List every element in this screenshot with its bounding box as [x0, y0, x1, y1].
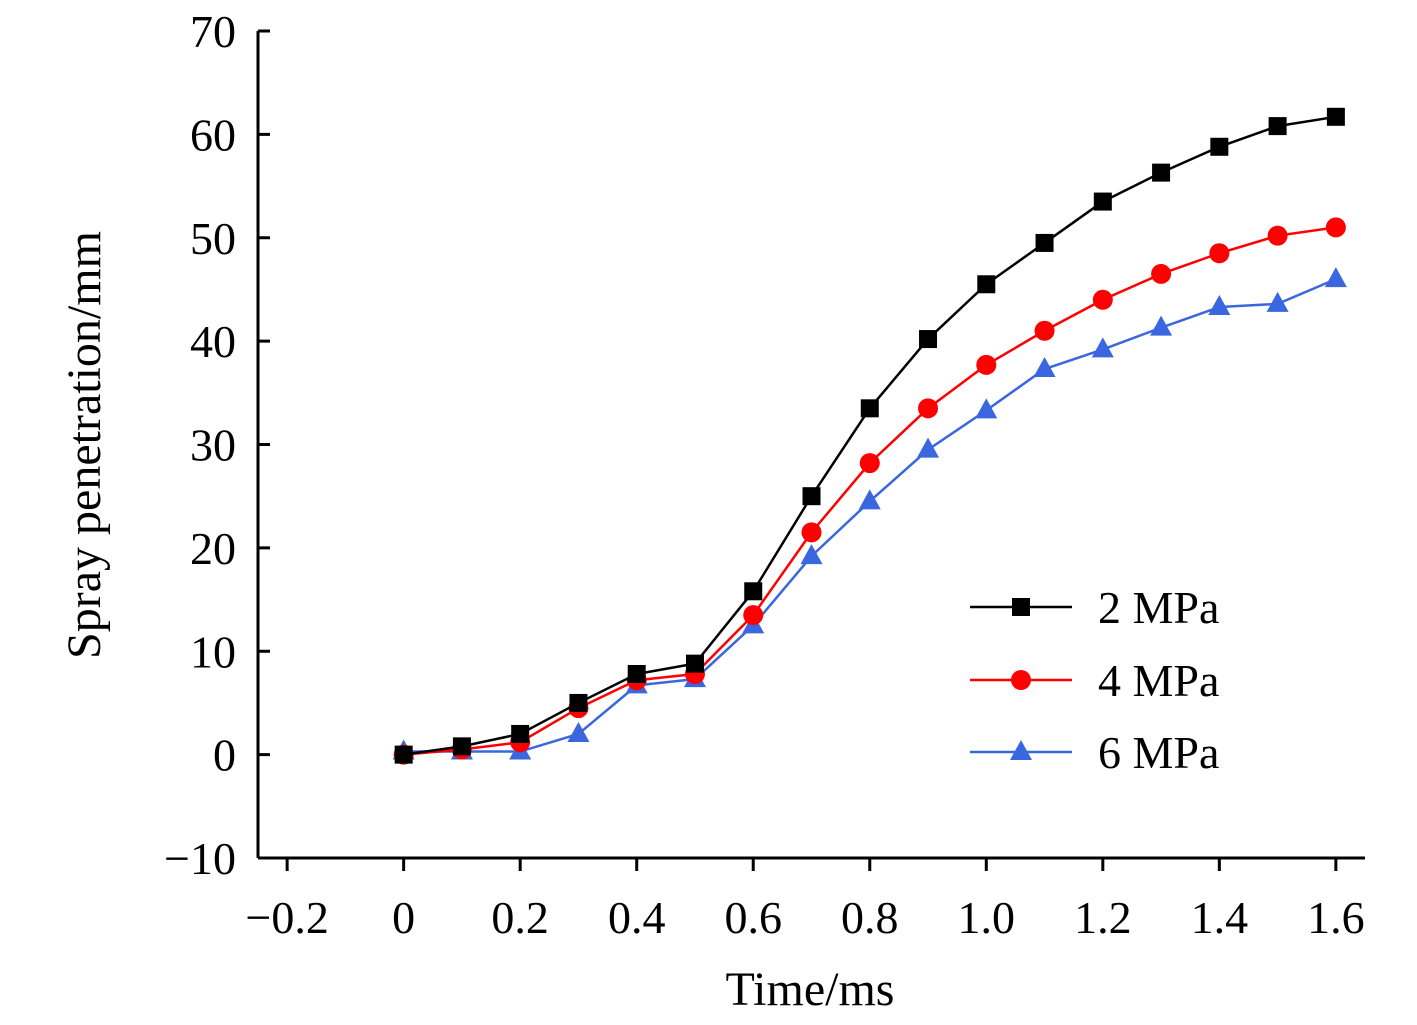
- legend-label: 4 MPa: [1098, 655, 1219, 706]
- data-point-6-mpa: [1091, 337, 1114, 358]
- data-point-2-mpa: [569, 693, 588, 712]
- data-point-4-mpa: [1209, 243, 1230, 264]
- legend-item-4-mpa: 4 MPa: [970, 655, 1219, 706]
- data-point-4-mpa: [1325, 217, 1346, 238]
- y-tick-label: 20: [190, 523, 236, 574]
- legend-item-2-mpa: 2 MPa: [970, 582, 1219, 633]
- legend-label: 2 MPa: [1098, 582, 1219, 633]
- x-tick-label: 0: [392, 892, 415, 943]
- data-point-2-mpa: [685, 654, 704, 673]
- data-point-2-mpa: [744, 582, 763, 601]
- data-point-2-mpa: [919, 330, 938, 349]
- data-point-6-mpa: [975, 398, 998, 419]
- y-tick-label: 10: [190, 626, 236, 677]
- data-point-2-mpa: [802, 487, 821, 506]
- data-point-6-mpa: [1208, 295, 1231, 316]
- x-tick-label: 1.4: [1191, 892, 1249, 943]
- data-point-4-mpa: [976, 354, 997, 375]
- data-point-4-mpa: [1151, 263, 1172, 284]
- data-point-6-mpa: [567, 721, 590, 742]
- data-point-4-mpa: [801, 522, 822, 543]
- y-tick-label: 60: [190, 109, 236, 160]
- data-point-2-mpa: [977, 275, 996, 294]
- x-tick-label: 1.2: [1074, 892, 1132, 943]
- x-tick-label: 1.6: [1307, 892, 1365, 943]
- data-point-2-mpa: [860, 399, 879, 418]
- y-axis-title: Spray penetration/mm: [58, 231, 111, 659]
- x-tick-label: −0.2: [245, 892, 328, 943]
- x-tick-label: 1.0: [958, 892, 1016, 943]
- y-tick-label: 50: [190, 213, 236, 264]
- data-point-2-mpa: [1152, 163, 1171, 182]
- legend-marker: [1011, 670, 1031, 690]
- data-point-2-mpa: [394, 745, 413, 764]
- legend-item-6-mpa: 6 MPa: [970, 727, 1219, 778]
- data-point-6-mpa: [917, 437, 940, 458]
- data-point-4-mpa: [918, 398, 939, 419]
- data-point-2-mpa: [1210, 137, 1229, 156]
- y-tick-label: 0: [213, 730, 236, 781]
- data-point-4-mpa: [1092, 289, 1113, 310]
- data-point-4-mpa: [743, 605, 764, 626]
- x-tick-label: 0.2: [491, 892, 549, 943]
- data-point-2-mpa: [1093, 192, 1112, 211]
- legend-marker: [1010, 740, 1032, 760]
- x-axis-title: Time/ms: [726, 963, 895, 1016]
- data-point-6-mpa: [800, 544, 823, 565]
- axes: −0.2 0 0.2 0.4 0.6 0.8 1.0 1.2 1.4 1.6 −10 0 10 20 30 4…: [164, 6, 1365, 943]
- data-point-2-mpa: [627, 664, 646, 683]
- data-point-6-mpa: [1266, 291, 1289, 312]
- legend: 2 MPa 4 MPa 6 MPa: [970, 582, 1219, 778]
- data-point-6-mpa: [1033, 357, 1056, 378]
- series-layer: [392, 107, 1347, 765]
- data-point-6-mpa: [858, 489, 881, 510]
- x-tick-label: 0.6: [724, 892, 782, 943]
- data-point-2-mpa: [1268, 117, 1287, 136]
- y-tick-label: 30: [190, 420, 236, 471]
- data-point-2-mpa: [511, 724, 530, 743]
- data-point-2-mpa: [452, 737, 471, 756]
- y-tick-label: 40: [190, 316, 236, 367]
- x-tick-label: 0.8: [841, 892, 899, 943]
- data-point-6-mpa: [1150, 315, 1173, 336]
- series-2-mpa: [394, 107, 1345, 764]
- data-point-4-mpa: [1267, 225, 1288, 246]
- data-point-2-mpa: [1326, 107, 1345, 126]
- legend-label: 6 MPa: [1098, 727, 1219, 778]
- y-tick-label: 70: [190, 6, 236, 57]
- legend-marker: [1012, 598, 1030, 616]
- data-point-4-mpa: [1034, 320, 1055, 341]
- data-point-6-mpa: [1324, 267, 1347, 288]
- data-point-2-mpa: [1035, 233, 1054, 252]
- x-tick-label: 0.4: [608, 892, 666, 943]
- y-tick-label: −10: [164, 833, 236, 884]
- data-point-4-mpa: [859, 453, 880, 474]
